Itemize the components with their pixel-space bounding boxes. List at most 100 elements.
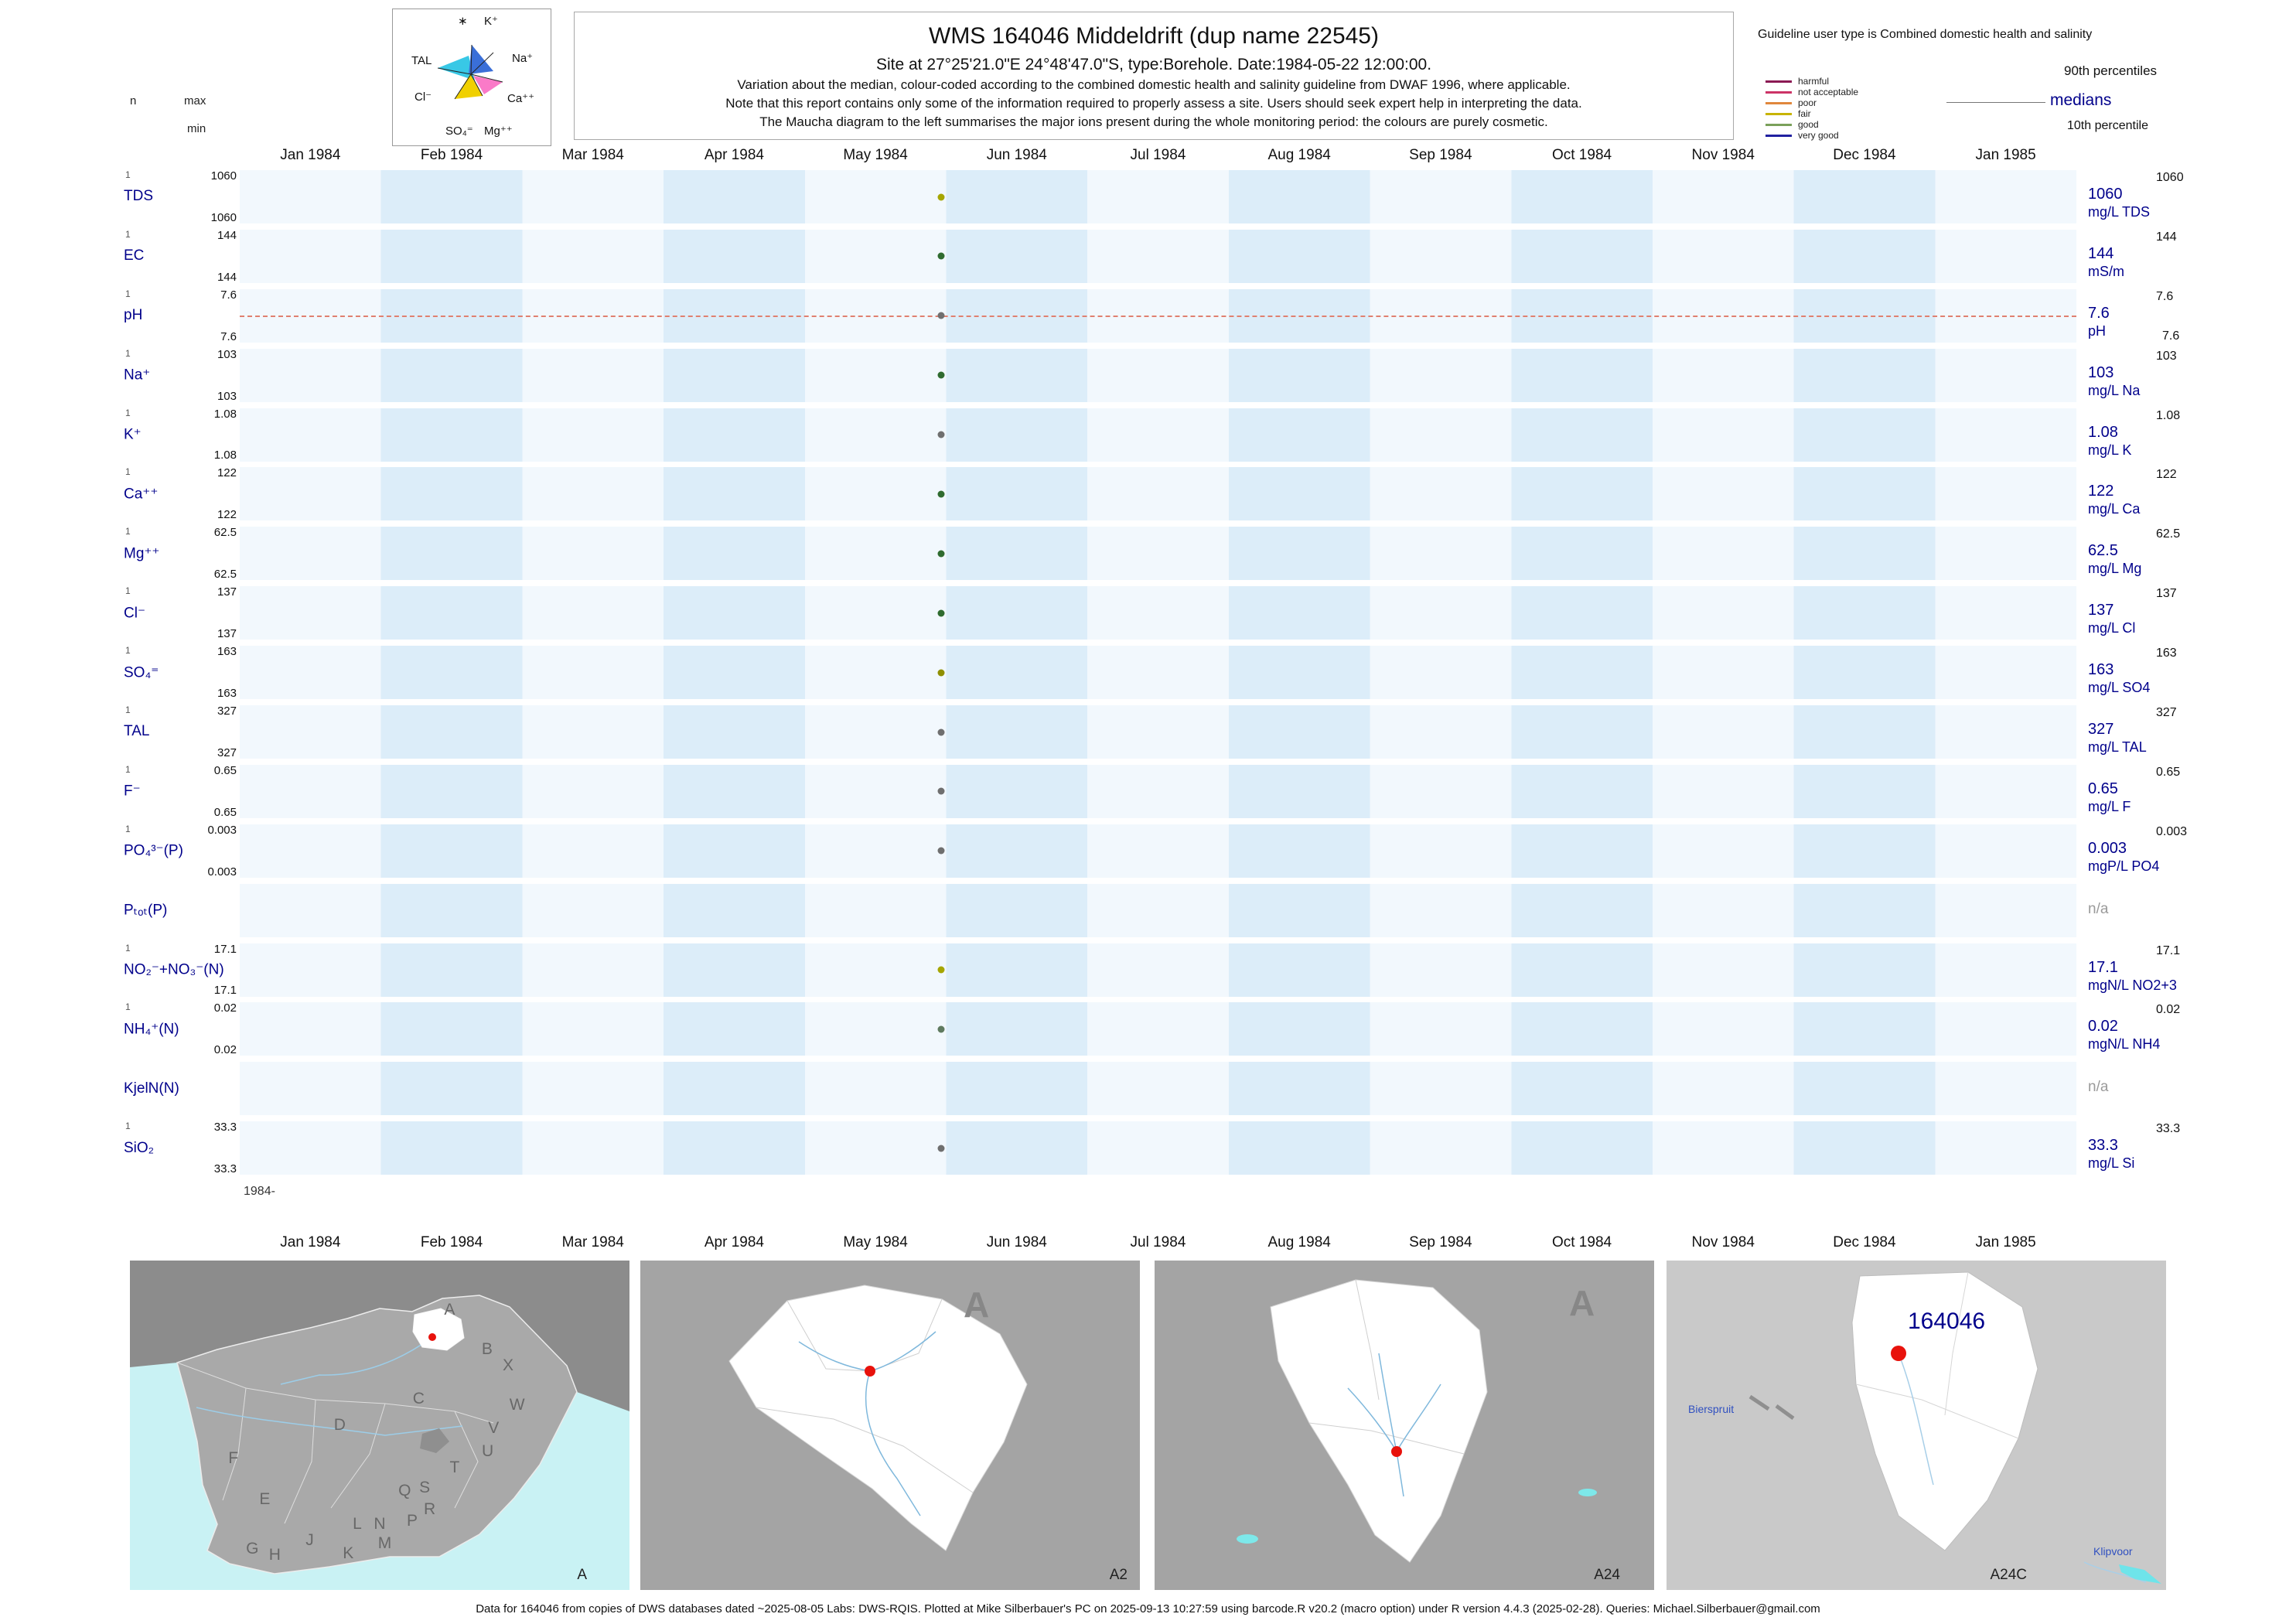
drainage-region-letter: N	[374, 1514, 386, 1533]
max-value: 163	[217, 645, 237, 659]
sample-dot	[937, 669, 945, 677]
era-label: 1984-	[244, 1185, 275, 1198]
parameter-name: PO₄³⁻(P)	[124, 842, 183, 859]
row-right-stats: 62.5 62.5 mg/L Mg	[2088, 524, 2293, 583]
na-label: n/a	[2088, 1079, 2109, 1096]
stats-key-min: min	[187, 122, 206, 135]
p90-value: 33.3	[2156, 1122, 2181, 1136]
month-label: Sep 1984	[1409, 1234, 1472, 1250]
row-right-stats: 33.3 33.3 mg/L Si	[2088, 1118, 2293, 1178]
footer-provenance: Data for 164046 from copies of DWS datab…	[476, 1602, 1820, 1615]
sample-count: 1	[125, 228, 131, 240]
quality-class-swatch	[1765, 101, 1792, 104]
parameter-name: Mg⁺⁺	[124, 545, 160, 562]
min-value: 137	[217, 627, 237, 641]
month-label: Sep 1984	[1409, 147, 1472, 163]
median-value: 1060	[2088, 186, 2123, 203]
sample-count: 1	[125, 288, 131, 299]
site-number-label: 164046	[1908, 1308, 1986, 1334]
max-value: 0.02	[213, 1001, 237, 1015]
percentile-90-label: 90th percentiles	[2064, 63, 2158, 78]
sample-dot	[937, 252, 945, 260]
drainage-region-letter: P	[406, 1511, 418, 1530]
parameter-row: 1 163 SO₄⁼ 163 163 163 mg/L SO4	[0, 643, 2296, 702]
row-left-stats: 1 103 Na⁺ 103	[124, 346, 237, 405]
row-left-stats: 1 327 TAL 327	[124, 702, 237, 762]
min-value: 7.6	[220, 329, 237, 343]
parameter-rows: 1 1060 TDS 1060 1060 1060 mg/L TDS	[0, 167, 2296, 1178]
month-label: May 1984	[843, 147, 908, 163]
sample-count: 1	[125, 1001, 131, 1013]
row-right-stats: 144 144 mS/m	[2088, 227, 2293, 286]
sample-dot	[937, 847, 945, 855]
sample-count: 1	[125, 585, 131, 597]
row-left-stats: 1 0.65 F⁻ 0.65	[124, 762, 237, 821]
p10-value: 7.6	[2162, 329, 2180, 343]
max-value: 1060	[210, 169, 237, 183]
min-value: 1.08	[213, 449, 237, 462]
site-marker	[1391, 1446, 1402, 1457]
min-value: 33.3	[213, 1162, 237, 1176]
map-panel-a24: A A24	[1155, 1261, 1654, 1590]
row-left-stats: 1 1060 TDS 1060	[124, 167, 237, 227]
max-value: 1.08	[213, 407, 237, 421]
month-label: Jul 1984	[1130, 147, 1186, 163]
catchment-a24-map	[1155, 1261, 1654, 1590]
south-africa-map	[130, 1261, 629, 1590]
month-label: Feb 1984	[420, 147, 483, 163]
sample-dot	[937, 609, 945, 617]
p90-value: 7.6	[2156, 289, 2174, 303]
row-left-stats: 1 33.3 SiO₂ 33.3	[124, 1118, 237, 1178]
sample-count: 1	[125, 407, 131, 418]
row-left-stats: 1 122 Ca⁺⁺ 122	[124, 464, 237, 524]
maucha-wedge-yellow	[455, 74, 483, 99]
sample-count: 1	[125, 169, 131, 180]
row-left-stats: 1 0.02 NH₄⁺(N) 0.02	[124, 999, 237, 1059]
quality-class-swatch	[1765, 134, 1792, 137]
sample-count: 1	[125, 942, 131, 954]
row-left-stats: 1 163 SO₄⁼ 163	[124, 643, 237, 702]
min-value: 1060	[210, 210, 237, 224]
drainage-region-letter: G	[246, 1539, 259, 1557]
parameter-row: 1 327 TAL 327 327 327 mg/L TAL	[0, 702, 2296, 762]
month-label: Oct 1984	[1551, 1234, 1612, 1250]
drainage-region-letter: U	[481, 1442, 494, 1461]
drainage-region-letter: E	[259, 1489, 271, 1508]
parameter-row: 1 137 Cl⁻ 137 137 137 mg/L Cl	[0, 583, 2296, 643]
quality-class-row: fair	[1765, 108, 1858, 119]
quality-class-label: not acceptable	[1798, 87, 1859, 97]
panel-label-a24: A24	[1594, 1567, 1620, 1583]
maucha-label-star: ∗	[458, 15, 468, 28]
month-label: Apr 1984	[704, 147, 764, 163]
site-marker	[865, 1366, 875, 1377]
parameter-name: pH	[124, 307, 143, 324]
site-line: Site at 27°25'21.0"E 24°48'47.0"S, type:…	[875, 56, 1432, 73]
stats-key-max: max	[184, 94, 206, 107]
catchment-a24c-map	[1667, 1261, 2166, 1590]
maucha-diagram-icon	[437, 44, 503, 100]
drainage-region-letter: L	[353, 1514, 362, 1533]
month-label: Jan 1985	[1975, 147, 2036, 163]
row-right-stats: 0.02 0.02 mgN/L NH4	[2088, 999, 2293, 1059]
drainage-region-letter: S	[419, 1478, 431, 1496]
min-value: 0.02	[213, 1043, 237, 1057]
min-value: 62.5	[213, 568, 237, 582]
row-band	[240, 943, 2076, 997]
row-band	[240, 288, 2076, 343]
drainage-region-letter: H	[268, 1546, 281, 1564]
region-watermark-a: A	[964, 1285, 990, 1325]
maucha-label-so4: SO₄⁼	[445, 125, 473, 138]
parameter-row: 1 0.65 F⁻ 0.65 0.65 0.65 mg/L F	[0, 762, 2296, 821]
catchment-outline	[728, 1285, 1028, 1551]
p90-value: 1060	[2156, 171, 2184, 184]
month-label: Feb 1984	[420, 1234, 483, 1250]
p90-value: 62.5	[2156, 527, 2181, 541]
row-right-stats: 137 137 mg/L Cl	[2088, 583, 2293, 643]
maucha-label-cl: Cl⁻	[415, 90, 432, 104]
parameter-row: KjelN(N) n/a	[0, 1059, 2296, 1118]
region-watermark-a: A	[1569, 1283, 1595, 1323]
units-label: mgN/L NO2+3	[2088, 977, 2177, 993]
parameter-row: 1 103 Na⁺ 103 103 103 mg/L Na	[0, 346, 2296, 405]
parameter-name: NH₄⁺(N)	[124, 1021, 179, 1038]
p90-value: 122	[2156, 468, 2177, 482]
